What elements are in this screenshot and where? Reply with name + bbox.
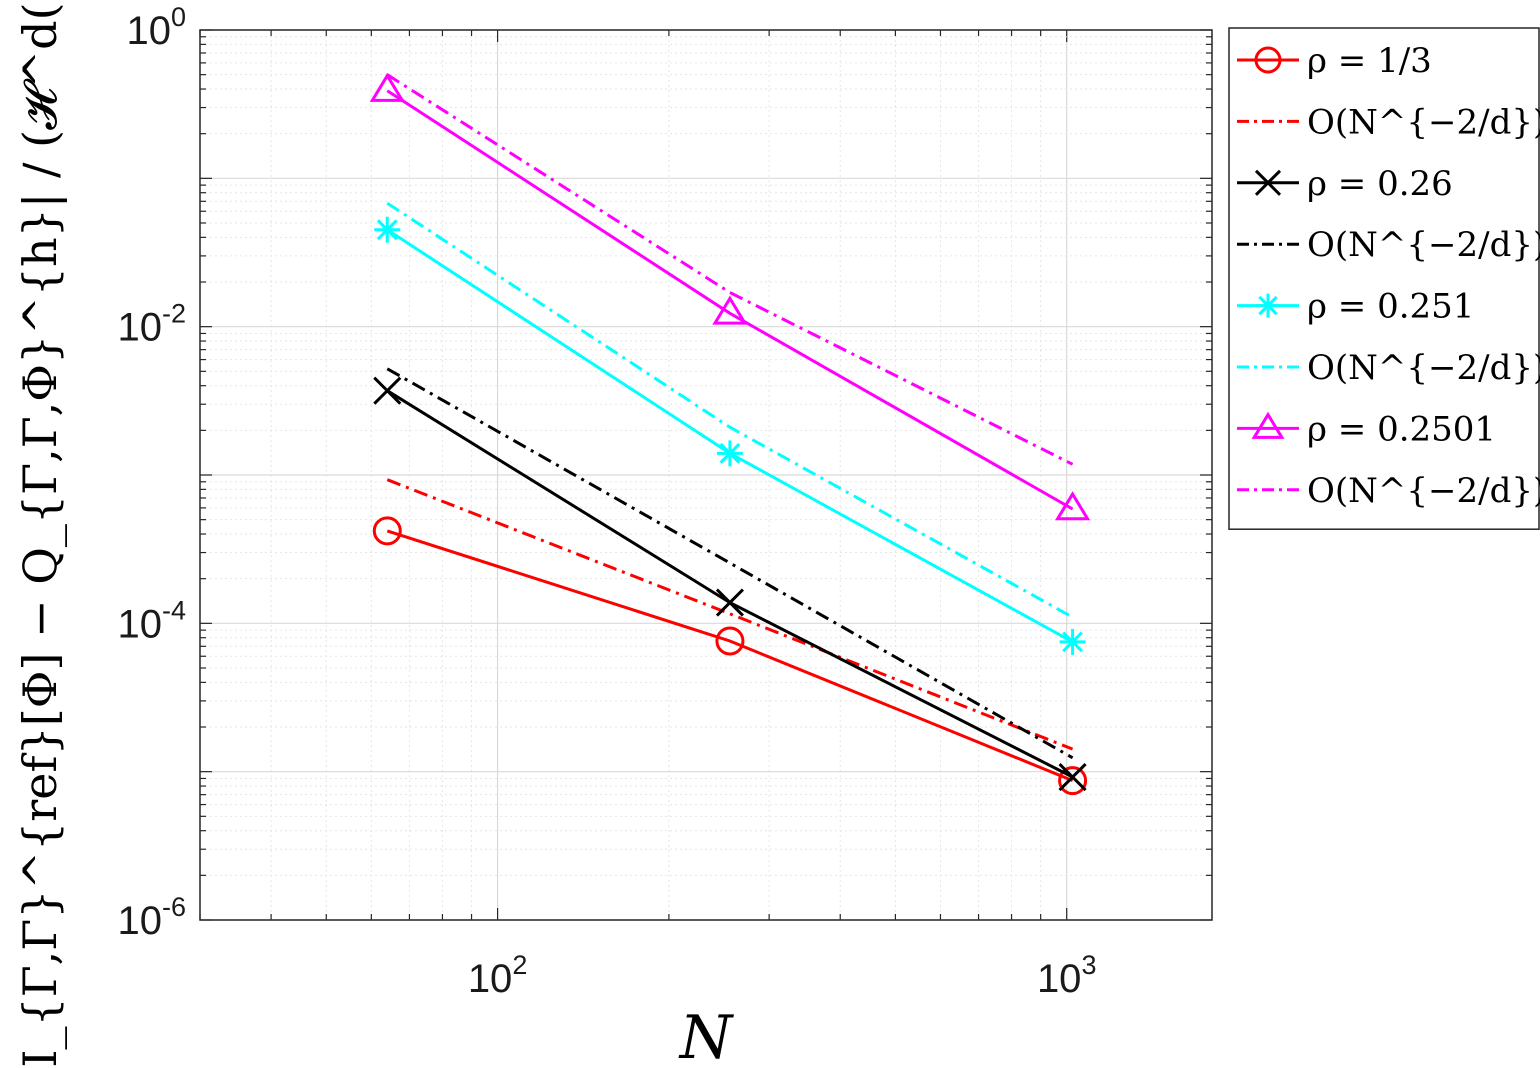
data-point-asterisk xyxy=(1059,628,1086,655)
data-point-x xyxy=(373,376,402,405)
data-series xyxy=(369,72,1091,521)
legend-entry: ρ = 0.2501 xyxy=(1237,409,1496,449)
legend-label: O(N^{−2/d}) xyxy=(1307,471,1540,511)
data-point-circle xyxy=(1058,766,1088,796)
data-point-asterisk xyxy=(374,216,401,243)
y-tick-label: 10-2 xyxy=(117,299,186,350)
data-series xyxy=(373,376,1087,792)
legend-entry: O(N^{−2/d}) xyxy=(1237,225,1540,265)
legend-box xyxy=(1228,27,1540,530)
data-point-asterisk xyxy=(716,440,743,467)
axis-ticks: 102 103 100 10-2 10-4 10-6 xyxy=(117,2,1096,1001)
y-tick-label: 10-4 xyxy=(117,595,186,646)
x-axis-label: N xyxy=(678,1003,735,1068)
series-line xyxy=(386,529,1074,782)
legend: ρ = 1/3 O(N^{−2/d}) ρ = 0.26 O(N^{−2/d}) ρ =… xyxy=(1228,27,1540,530)
data-series xyxy=(372,516,1088,796)
plot-area-frame xyxy=(199,29,1213,921)
data-point-asterisk xyxy=(1256,293,1280,318)
data-point-circle xyxy=(372,516,402,546)
data-point-triangle xyxy=(1251,411,1285,439)
data-point-x xyxy=(715,588,744,617)
series-line xyxy=(386,89,1074,511)
data-point-triangle xyxy=(712,295,748,325)
legend-entry: ρ = 1/3 xyxy=(1237,41,1432,81)
series-layer xyxy=(369,72,1091,796)
y-axis-label-text: |I_{Γ,Γ}^{ref}[Φ] − Q_{Γ,Γ,Φ}^{h}| / (𝓗^… xyxy=(13,0,67,1068)
data-point-x xyxy=(1058,762,1087,792)
legend-entry: ρ = 0.26 xyxy=(1237,164,1453,204)
x-tick-label: 103 xyxy=(1037,950,1097,1001)
data-point-circle xyxy=(1254,46,1282,74)
x-axis-label-text: N xyxy=(678,1003,735,1068)
rate-line xyxy=(386,478,1074,751)
legend-label: O(N^{−2/d}) xyxy=(1307,225,1540,265)
y-tick-label: 100 xyxy=(126,2,186,53)
legend-label: ρ = 0.251 xyxy=(1307,287,1474,327)
rate-reference-series xyxy=(386,201,1074,619)
legend-entry: O(N^{−2/d}) xyxy=(1237,348,1540,388)
data-point-circle xyxy=(715,626,745,656)
y-axis-label: |I_{Γ,Γ}^{ref}[Φ] − Q_{Γ,Γ,Φ}^{h}| / (𝓗^… xyxy=(13,0,67,1068)
legend-label: O(N^{−2/d}) xyxy=(1307,102,1540,142)
legend-label: ρ = 0.26 xyxy=(1307,164,1453,204)
data-point-triangle xyxy=(369,72,405,102)
legend-label: O(N^{−2/d}) xyxy=(1307,348,1540,388)
rate-reference-series xyxy=(386,478,1074,751)
y-tick-label: 10-6 xyxy=(117,892,186,943)
legend-label: ρ = 1/3 xyxy=(1307,41,1432,81)
legend-label: ρ = 0.2501 xyxy=(1307,409,1496,449)
data-point-x xyxy=(1254,169,1282,196)
data-series xyxy=(374,216,1086,655)
rate-line xyxy=(386,201,1074,619)
legend-entry: O(N^{−2/d}) xyxy=(1237,102,1540,142)
series-line xyxy=(386,228,1074,644)
legend-entry: O(N^{−2/d}) xyxy=(1237,471,1540,511)
data-point-triangle xyxy=(1054,491,1091,521)
x-tick-label: 102 xyxy=(468,950,528,1001)
legend-entry: ρ = 0.251 xyxy=(1237,287,1474,327)
